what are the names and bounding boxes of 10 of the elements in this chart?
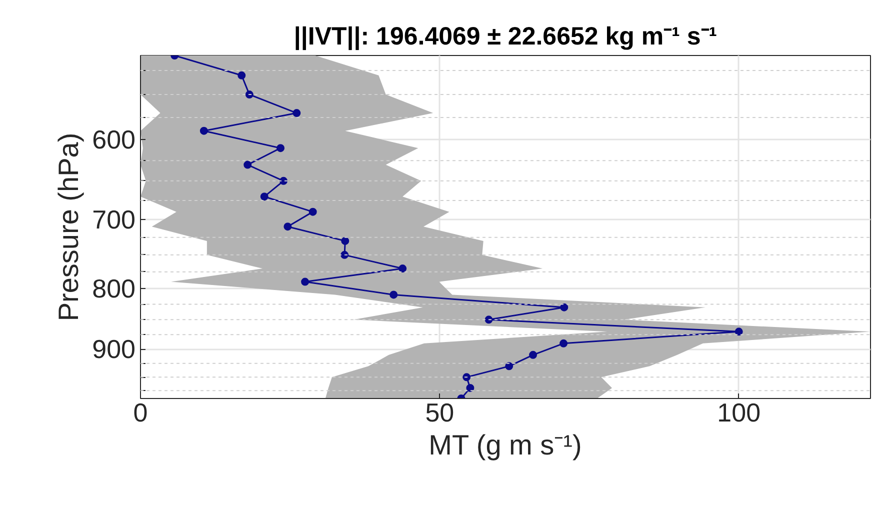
y-tick-label: 800 (92, 273, 136, 304)
x-tick-label: 100 (717, 398, 761, 428)
x-axis-title: MT (g m s⁻¹) (428, 430, 582, 460)
x-tick-label: 50 (425, 398, 454, 428)
y-tick-label: 900 (92, 334, 136, 364)
y-tick-label: 600 (92, 124, 136, 155)
x-tick-label: 0 (133, 398, 148, 428)
y-axis-title: Pressure (hPa) (53, 132, 84, 322)
chart-title: ||IVT||: 196.4069 ± 22.6652 kg m⁻¹ s⁻¹ (294, 22, 718, 50)
y-tick-label: 700 (92, 204, 136, 234)
